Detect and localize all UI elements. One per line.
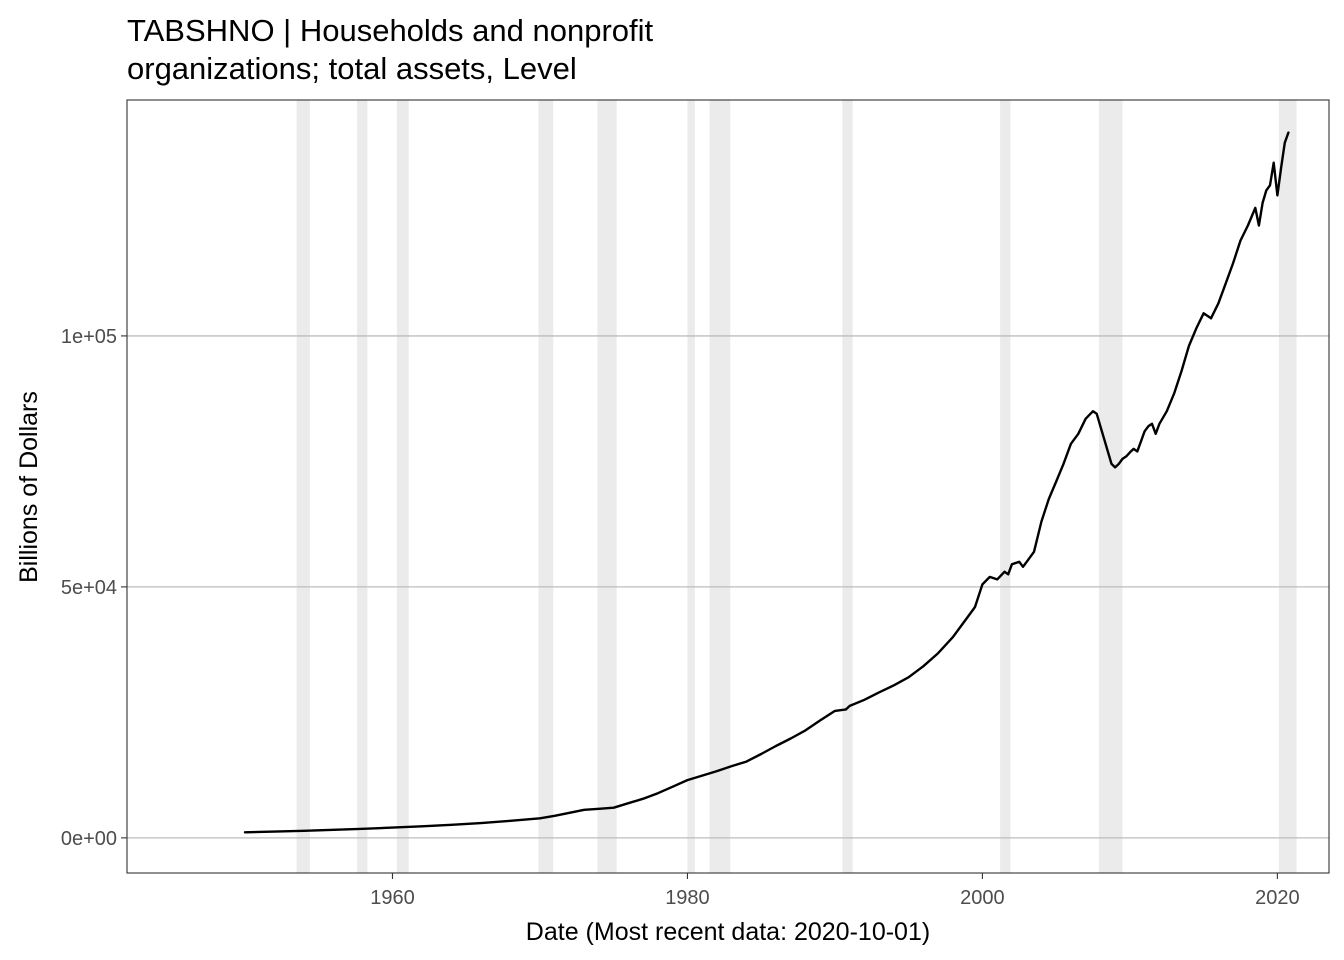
x-tick-label-3: 2020 bbox=[1255, 887, 1300, 909]
chart-title-line-1: TABSHNO | Households and nonprofit bbox=[127, 13, 654, 48]
series-layer bbox=[243, 131, 1290, 834]
x-axis-title: Date (Most recent data: 2020-10-01) bbox=[526, 918, 930, 946]
recession-band-4 bbox=[597, 100, 617, 873]
recession-band-9 bbox=[1098, 100, 1123, 873]
x-axis-ticks: 1960 1980 2000 2020 bbox=[370, 873, 1300, 909]
x-tick-label-1: 1980 bbox=[665, 887, 710, 909]
x-tick-label-2: 2000 bbox=[960, 887, 1005, 909]
y-tick-label-1: 5e+04 bbox=[61, 577, 117, 599]
plot-panel-border bbox=[126, 99, 1330, 874]
x-tick-label-0: 1960 bbox=[370, 887, 415, 909]
recession-band-3 bbox=[538, 100, 554, 873]
y-tick-label-0: 0e+00 bbox=[61, 828, 117, 850]
recession-band-1 bbox=[357, 100, 368, 873]
series-line-0 bbox=[243, 131, 1290, 834]
recession-band-7 bbox=[842, 100, 853, 873]
recession-band-5 bbox=[687, 100, 695, 873]
recession-band-8 bbox=[1000, 100, 1011, 873]
recession-band-2 bbox=[396, 100, 409, 873]
recession-band-0 bbox=[296, 100, 310, 873]
recession-band-10 bbox=[1278, 100, 1297, 873]
recession-bands bbox=[296, 100, 1297, 873]
y-axis-title: Billions of Dollars bbox=[15, 391, 43, 583]
chart-title-line-2: organizations; total assets, Level bbox=[127, 51, 577, 86]
recession-band-6 bbox=[709, 100, 731, 873]
gridlines bbox=[127, 335, 1329, 839]
y-axis-ticks: 0e+00 5e+04 1e+05 bbox=[61, 326, 127, 850]
y-tick-label-2: 1e+05 bbox=[61, 326, 117, 348]
